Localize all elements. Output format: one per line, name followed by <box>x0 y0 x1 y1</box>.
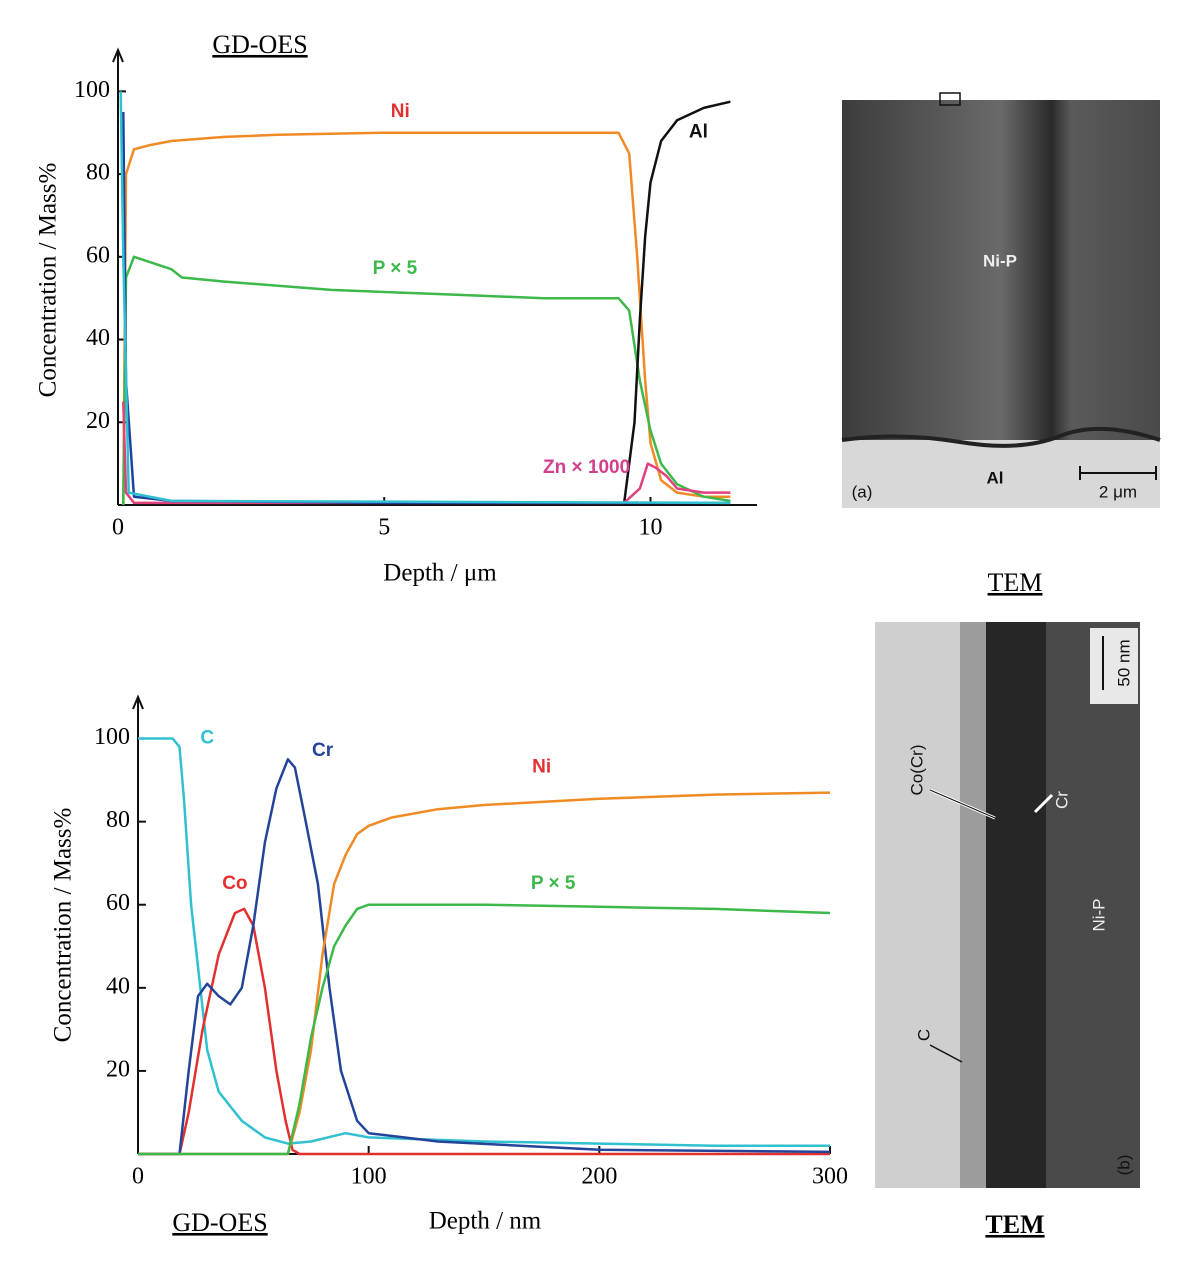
panel-label: (b) <box>1114 1155 1133 1176</box>
region-label: Ni-P <box>1089 898 1108 931</box>
series-line <box>122 401 731 505</box>
arrow <box>1033 793 1054 814</box>
y-tick-label: 100 <box>74 77 110 103</box>
chart-title: GD-OES <box>172 1208 267 1237</box>
micrograph-heading: TEM <box>988 568 1043 597</box>
y-tick-label: 80 <box>86 160 110 186</box>
micrograph-a: Ni-P Al 2 μm (a) <box>841 92 1161 508</box>
x-axis-label: Depth / nm <box>429 1208 542 1235</box>
x-tick-label: 300 <box>812 1164 848 1190</box>
series-label: C <box>200 728 214 749</box>
x-tick-label: 0 <box>112 515 124 541</box>
scale-label: 50 nm <box>1114 639 1133 686</box>
series-label: Al <box>689 122 708 143</box>
c-region <box>875 622 965 1188</box>
y-axis-arrow <box>132 694 144 710</box>
y-axis-arrow <box>112 47 124 63</box>
y-tick-label: 40 <box>106 973 130 999</box>
micrograph-caption: TEM <box>985 1210 1044 1239</box>
y-tick-label: 60 <box>106 890 130 916</box>
series-label: P × 5 <box>373 258 418 279</box>
y-tick-label: 100 <box>94 724 130 750</box>
y-axis-label: Concentration / Mass% <box>50 808 77 1043</box>
series-label: Zn × 1000 <box>543 457 630 478</box>
series-line <box>138 791 831 1156</box>
series-line <box>138 903 831 1156</box>
series-line <box>122 255 731 506</box>
x-tick-label: 0 <box>132 1164 144 1190</box>
region-label: Ni-P <box>983 251 1017 270</box>
scale-label: 2 μm <box>1099 482 1137 501</box>
x-tick-label: 200 <box>581 1164 617 1190</box>
c-layer <box>960 622 988 1188</box>
series-line <box>138 907 830 1156</box>
inset-box <box>939 92 961 106</box>
y-tick-label: 40 <box>86 325 110 351</box>
y-tick-label: 80 <box>106 807 130 833</box>
series-line <box>138 737 830 1147</box>
series-label: Ni <box>532 757 551 778</box>
series-label: Cr <box>312 740 334 761</box>
scale-box <box>1090 628 1138 704</box>
x-tick-label: 5 <box>378 515 390 541</box>
series-line <box>122 131 731 506</box>
layer-label: Co(Cr) <box>907 745 926 796</box>
cr-layer <box>986 622 1046 1188</box>
micrograph-b: TEM 50 nm Co(Cr) Cr Ni-P C (b) TEM <box>875 568 1140 1239</box>
x-tick-label: 100 <box>351 1164 387 1190</box>
y-tick-label: 60 <box>86 242 110 268</box>
panel-label: (a) <box>852 482 873 501</box>
layer-label: Cr <box>1052 791 1071 809</box>
series-label: Co <box>222 873 247 894</box>
x-tick-label: 10 <box>639 515 663 541</box>
y-tick-label: 20 <box>106 1056 130 1082</box>
region-label: Al <box>987 468 1004 487</box>
series-label: Ni <box>391 101 410 122</box>
series-line <box>622 100 731 506</box>
interface <box>841 426 1161 448</box>
arrow <box>929 1044 963 1063</box>
series-line <box>119 91 731 505</box>
x-axis-label: Depth / μm <box>383 560 497 587</box>
series-line <box>138 758 831 1156</box>
y-tick-label: 20 <box>86 408 110 434</box>
ni-p-region <box>842 100 1160 440</box>
y-axis-label: Concentration / Mass% <box>35 163 62 398</box>
chart-title: GD-OES <box>212 30 307 59</box>
layer-label: C <box>914 1029 933 1041</box>
arrow <box>929 789 996 819</box>
series-label: P × 5 <box>531 873 576 894</box>
